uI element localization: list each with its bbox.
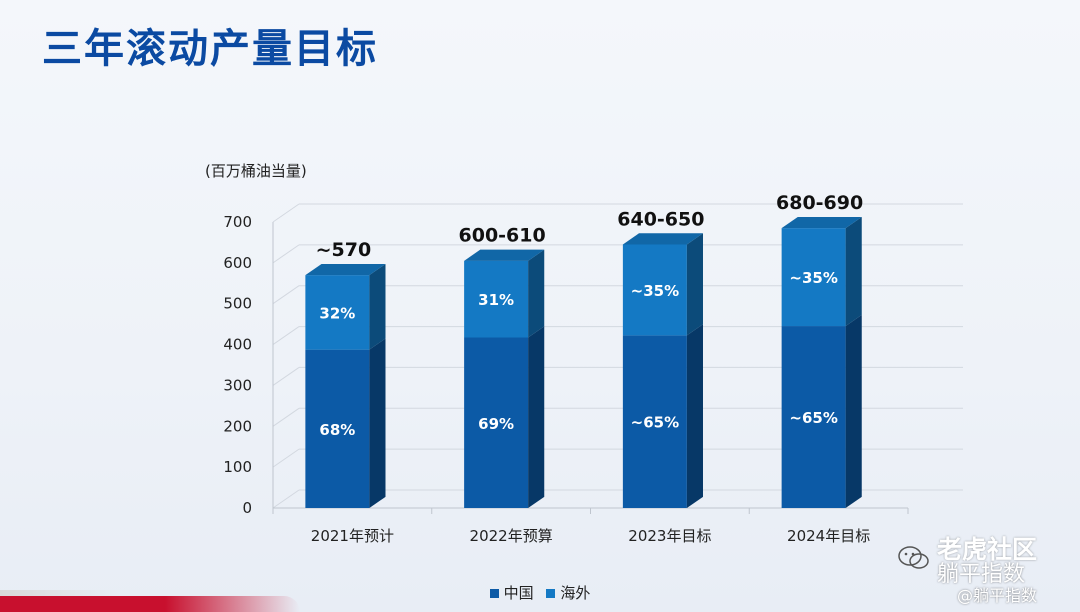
gridline-depth	[272, 203, 300, 223]
y-tick-label: 300	[223, 376, 252, 394]
legend-swatch-overseas	[546, 589, 556, 598]
bar-china	[622, 335, 687, 508]
chart-legend: 中国 海外	[0, 582, 1080, 603]
page-title: 三年滚动产量目标	[42, 26, 378, 72]
y-tick-label: 100	[223, 458, 252, 476]
wechat-icon	[898, 546, 929, 569]
bottom-accent-red	[0, 596, 300, 612]
segment-label: ~65%	[631, 414, 679, 432]
watermark-community-text: 老虎社区	[937, 535, 1038, 564]
x-category-label: 2024年目标	[787, 527, 870, 545]
segment-label: 31%	[478, 291, 514, 309]
bar-side-china	[369, 338, 386, 508]
segment-label: ~65%	[789, 409, 837, 427]
bar-side-china	[686, 324, 703, 508]
bar-china	[305, 349, 370, 508]
gridline-depth	[272, 448, 300, 468]
bar-overseas	[464, 260, 529, 338]
y-tick-label: 500	[223, 295, 252, 313]
x-category-label: 2023年目标	[628, 527, 711, 545]
watermark-brand-text: 躺平指数	[937, 562, 1026, 587]
gridline-depth	[272, 285, 300, 305]
bar-side-china	[528, 326, 545, 508]
bar-china	[781, 326, 846, 508]
bar-overseas	[781, 228, 846, 327]
bar-china	[464, 337, 529, 508]
segment-label: ~35%	[789, 269, 837, 287]
bar-overseas	[305, 275, 370, 350]
x-category-label: 2021年预计	[311, 527, 394, 545]
y-tick-label: 200	[223, 417, 252, 435]
y-tick-label: 600	[223, 254, 252, 272]
bottom-accent-gray	[0, 590, 120, 596]
bar-side-overseas	[528, 249, 545, 338]
segment-label: 32%	[319, 304, 355, 322]
bar-top-face	[622, 233, 703, 245]
total-label: 680-690	[776, 192, 863, 214]
y-axis-unit-label: (百万桶油当量)	[205, 162, 307, 180]
total-label: 640-650	[617, 208, 704, 230]
bar-side-overseas	[686, 233, 703, 336]
bar-top-face	[305, 263, 386, 276]
total-label: ~570	[316, 239, 372, 261]
bar-top-face	[781, 216, 862, 229]
segment-label: ~35%	[631, 282, 679, 300]
bar-side-china	[845, 314, 862, 508]
y-tick-label: 400	[223, 336, 252, 354]
gridline-depth	[272, 244, 300, 264]
bar-overseas	[622, 244, 687, 336]
segment-label: 68%	[319, 421, 355, 439]
x-category-label: 2022年预算	[470, 527, 553, 545]
segment-label: 69%	[478, 415, 514, 433]
bar-top-face	[464, 249, 545, 261]
legend-item-overseas: 海外	[546, 582, 590, 603]
gridline-depth	[272, 407, 300, 427]
gridline-depth	[272, 326, 300, 345]
legend-swatch-china	[489, 589, 499, 598]
gridline-depth	[272, 489, 300, 509]
bar-side-overseas	[369, 263, 386, 350]
gridline-depth	[272, 367, 300, 386]
legend-item-china: 中国	[489, 582, 534, 603]
legend-label-china: 中国	[503, 584, 534, 602]
bar-side-overseas	[845, 216, 862, 327]
watermark-handle-text: @躺平指数	[957, 586, 1038, 605]
y-tick-label: 700	[223, 213, 252, 231]
y-tick-label: 0	[242, 499, 252, 517]
total-label: 600-610	[459, 225, 546, 247]
watermark: 老虎社区 躺平指数 @躺平指数	[895, 530, 1080, 610]
legend-label-overseas: 海外	[560, 584, 591, 602]
